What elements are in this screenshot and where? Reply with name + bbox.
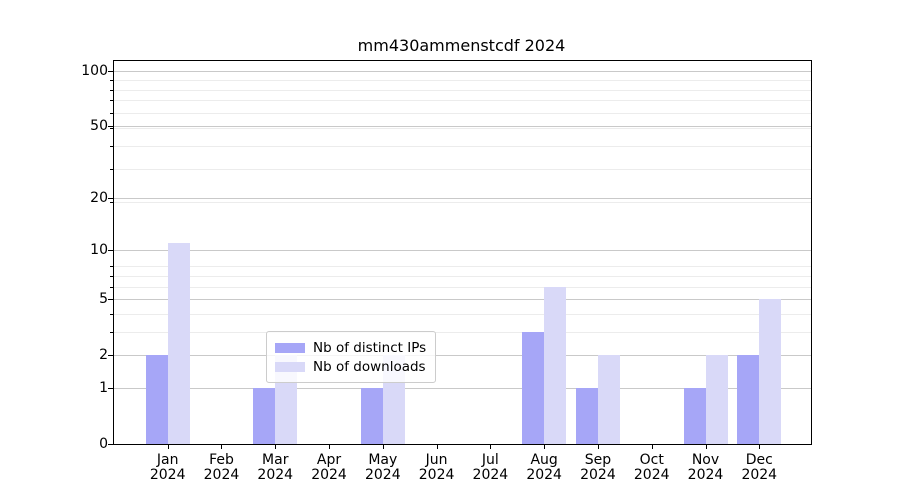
y-minor-tick xyxy=(110,100,113,102)
y-major-tick xyxy=(108,197,113,199)
gridline-major xyxy=(114,70,811,72)
y-tick-label: 1 xyxy=(99,379,108,396)
legend-label-downloads: Nb of downloads xyxy=(313,358,426,375)
bar-distinct-ips-dec xyxy=(737,355,760,444)
y-tick-label: 50 xyxy=(90,118,108,135)
gridline-minor xyxy=(114,168,811,170)
y-major-tick xyxy=(108,444,113,445)
x-tick xyxy=(651,445,653,449)
x-tick-label: Jan 2024 xyxy=(149,452,186,483)
x-tick-label: Nov 2024 xyxy=(687,452,724,483)
y-minor-tick xyxy=(110,201,113,203)
legend-item-downloads: Nb of downloads xyxy=(275,357,427,376)
y-major-tick xyxy=(108,250,113,252)
bar-downloads-dec xyxy=(759,299,782,444)
y-minor-tick xyxy=(110,168,113,170)
y-major-tick xyxy=(108,299,113,301)
gridline-major xyxy=(114,250,811,252)
gridline-minor xyxy=(114,127,811,129)
gridline-minor xyxy=(114,100,811,102)
x-tick xyxy=(436,445,438,449)
legend-item-distinct-ips: Nb of distinct IPs xyxy=(275,338,427,357)
legend-label-distinct-ips: Nb of distinct IPs xyxy=(313,339,427,356)
x-tick-label: Jul 2024 xyxy=(472,452,509,483)
bar-downloads-aug xyxy=(544,286,567,444)
x-tick xyxy=(382,445,384,449)
x-tick xyxy=(490,445,492,449)
legend: Nb of distinct IPs Nb of downloads xyxy=(266,331,436,383)
x-tick-label: Apr 2024 xyxy=(311,452,347,483)
y-minor-tick xyxy=(110,145,113,147)
bar-downloads-nov xyxy=(705,355,728,444)
x-tick-label: Sep 2024 xyxy=(580,452,616,483)
bar-downloads-jan xyxy=(167,243,190,444)
gridline-major xyxy=(114,126,811,128)
x-tick xyxy=(167,445,169,449)
y-minor-tick xyxy=(110,313,113,315)
gridline-minor xyxy=(114,331,811,333)
y-minor-tick xyxy=(110,89,113,91)
x-tick xyxy=(221,445,223,449)
y-major-tick xyxy=(108,355,113,357)
x-tick-label: Aug 2024 xyxy=(526,452,562,483)
x-tick xyxy=(759,445,761,449)
gridline-major xyxy=(114,197,811,199)
y-major-tick xyxy=(108,126,113,128)
gridline-minor xyxy=(114,112,811,114)
x-tick xyxy=(705,445,707,449)
y-minor-tick xyxy=(110,112,113,114)
gridline-minor xyxy=(114,275,811,277)
x-tick xyxy=(597,445,599,449)
y-minor-tick xyxy=(110,331,113,333)
y-tick-label: 5 xyxy=(99,291,108,308)
y-minor-tick xyxy=(110,127,113,129)
x-tick-label: Oct 2024 xyxy=(633,452,670,483)
gridline-minor xyxy=(114,286,811,288)
x-tick-label: Mar 2024 xyxy=(257,452,294,483)
y-tick-label: 100 xyxy=(81,62,108,79)
legend-swatch-downloads xyxy=(275,361,305,372)
gridline-major xyxy=(114,387,811,389)
y-major-tick xyxy=(108,387,113,389)
y-tick-label: 2 xyxy=(99,347,108,364)
plot-area: 0 1 2 5 10 20 50 100 Jan 2024 Feb 2024 Mar 2024 Apr 202… xyxy=(81,60,812,483)
x-tick-label: Jun 2024 xyxy=(418,452,455,483)
bar-distinct-ips-may xyxy=(360,387,383,444)
chart-title: mm430ammenstcdf 2024 xyxy=(357,36,566,55)
bar-distinct-ips-nov xyxy=(683,387,706,444)
y-minor-tick xyxy=(110,286,113,288)
bar-downloads-sep xyxy=(597,355,620,444)
gridline-minor xyxy=(114,145,811,147)
y-minor-tick xyxy=(110,266,113,268)
x-tick xyxy=(275,445,277,449)
x-tick-label: May 2024 xyxy=(364,452,401,483)
gridline-minor xyxy=(114,89,811,91)
bar-distinct-ips-aug xyxy=(522,331,545,444)
y-major-tick xyxy=(108,70,113,72)
x-tick xyxy=(329,445,331,449)
y-tick-label: 20 xyxy=(90,189,108,206)
gridline-minor xyxy=(114,266,811,268)
y-tick-label: 0 xyxy=(99,436,108,452)
gridline-minor xyxy=(114,201,811,203)
x-tick xyxy=(544,445,546,449)
bar-distinct-ips-mar xyxy=(253,387,276,444)
bar-distinct-ips-sep xyxy=(575,387,598,444)
bar-distinct-ips-jan xyxy=(145,355,168,444)
y-minor-tick xyxy=(110,80,113,82)
gridline-major xyxy=(114,355,811,357)
legend-swatch-distinct-ips xyxy=(275,342,305,353)
y-tick-label: 10 xyxy=(90,242,108,259)
gridline-minor xyxy=(114,313,811,315)
x-tick-label: Feb 2024 xyxy=(203,452,240,483)
gridline-major xyxy=(114,299,811,301)
x-tick-label: Dec 2024 xyxy=(741,452,778,483)
gridline-minor xyxy=(114,80,811,82)
y-minor-tick xyxy=(110,275,113,277)
